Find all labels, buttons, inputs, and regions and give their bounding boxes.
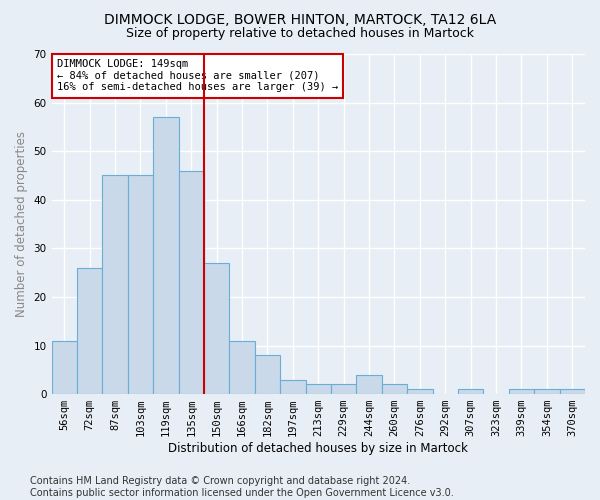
Bar — [382, 384, 407, 394]
Text: DIMMOCK LODGE, BOWER HINTON, MARTOCK, TA12 6LA: DIMMOCK LODGE, BOWER HINTON, MARTOCK, TA… — [104, 12, 496, 26]
Bar — [153, 117, 179, 394]
Bar — [229, 340, 255, 394]
Bar — [458, 389, 484, 394]
Bar — [204, 263, 229, 394]
Bar — [128, 176, 153, 394]
Bar — [534, 389, 560, 394]
Bar — [255, 355, 280, 394]
Bar — [331, 384, 356, 394]
Text: DIMMOCK LODGE: 149sqm
← 84% of detached houses are smaller (207)
16% of semi-det: DIMMOCK LODGE: 149sqm ← 84% of detached … — [57, 59, 338, 92]
Bar — [356, 374, 382, 394]
Bar — [280, 380, 305, 394]
Y-axis label: Number of detached properties: Number of detached properties — [15, 131, 28, 317]
Bar — [305, 384, 331, 394]
Bar — [509, 389, 534, 394]
Bar — [560, 389, 585, 394]
X-axis label: Distribution of detached houses by size in Martock: Distribution of detached houses by size … — [169, 442, 468, 455]
Text: Contains HM Land Registry data © Crown copyright and database right 2024.
Contai: Contains HM Land Registry data © Crown c… — [30, 476, 454, 498]
Bar — [52, 340, 77, 394]
Bar — [179, 170, 204, 394]
Bar — [407, 389, 433, 394]
Bar — [77, 268, 103, 394]
Bar — [103, 176, 128, 394]
Text: Size of property relative to detached houses in Martock: Size of property relative to detached ho… — [126, 28, 474, 40]
